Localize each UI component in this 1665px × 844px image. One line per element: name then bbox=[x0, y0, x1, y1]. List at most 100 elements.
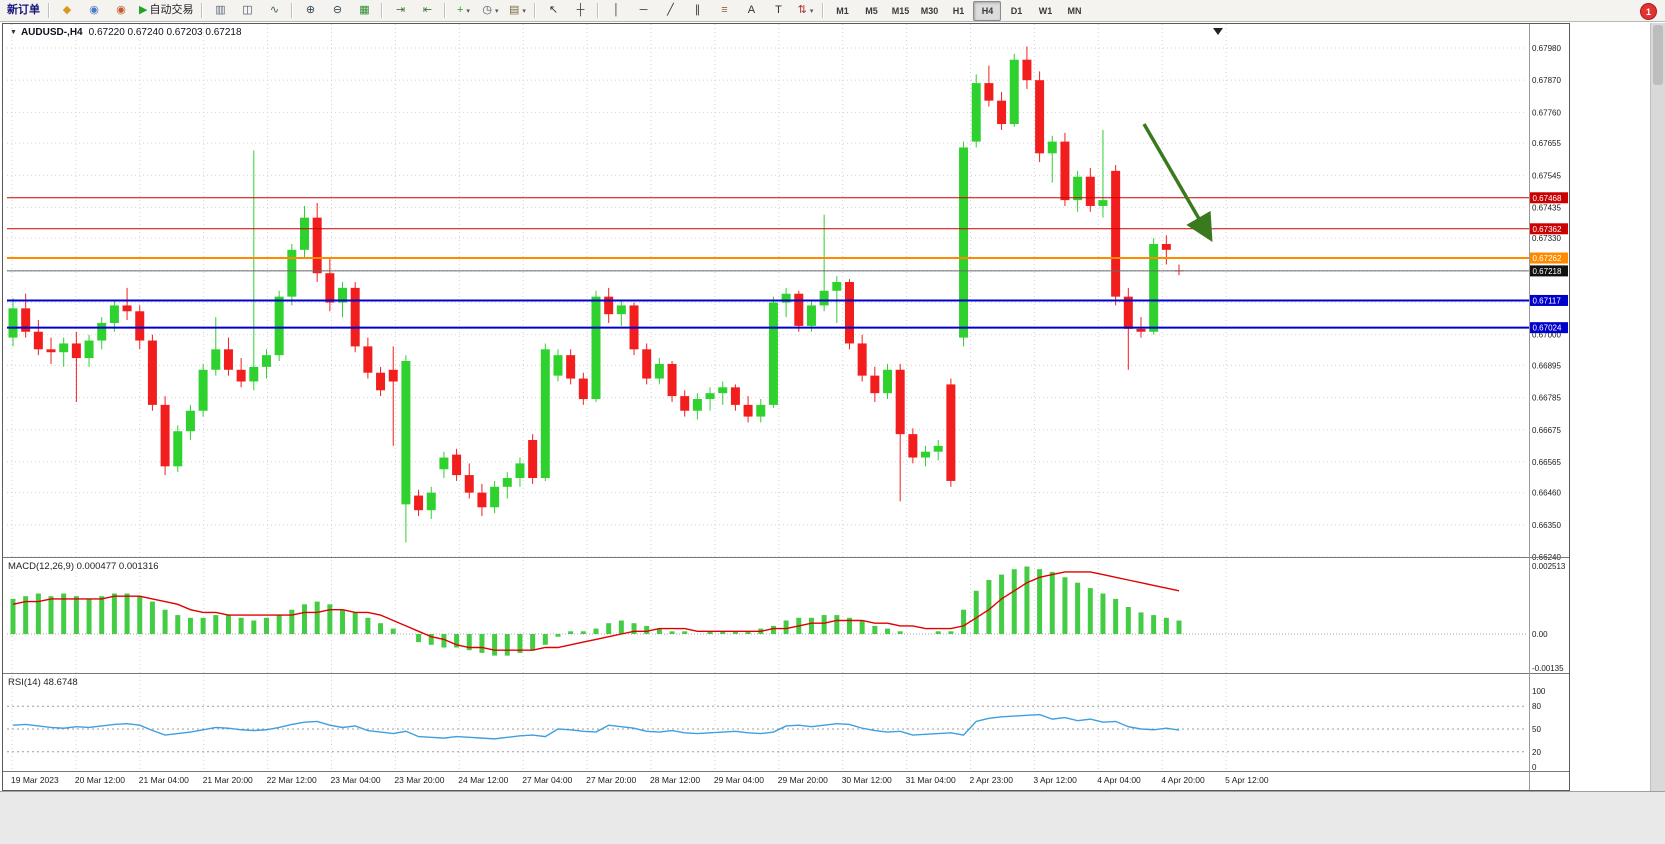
candle bbox=[832, 282, 842, 291]
line-chart-button[interactable]: ∿ bbox=[261, 1, 287, 21]
periods-icon: ◷ bbox=[482, 4, 493, 16]
chart-background bbox=[3, 24, 1569, 790]
timeframe-d1-button[interactable]: D1 bbox=[1010, 5, 1023, 16]
templates-button[interactable]: ▤ ▾ bbox=[504, 1, 530, 21]
candle bbox=[1098, 200, 1108, 206]
timeframe-m5-button[interactable]: M5 bbox=[865, 5, 878, 16]
candlestick-chart-button[interactable]: ◫ bbox=[234, 1, 260, 21]
candle bbox=[540, 349, 550, 479]
svg-text:0.67468: 0.67468 bbox=[1533, 194, 1562, 203]
svg-text:0.67117: 0.67117 bbox=[1533, 296, 1562, 305]
fibonacci-icon: ≡ bbox=[721, 4, 728, 16]
crosshair-button[interactable]: ┼ bbox=[567, 1, 593, 21]
candle bbox=[122, 305, 132, 312]
toolbar: 新订单 ◆ ◉ ◉ ▶ 自动交易 ▥ ◫ ∿ ⊕ ⊖ ▦ ⇥ ⇤ + ▾ ◷ ▾ ▤ ▾ ↖ ┼ │ ─ ╱ ∥ ≡ A T ⇅ ▾ M1 M5… bbox=[0, 0, 1665, 22]
accounts-icon[interactable]: ◉ bbox=[81, 1, 107, 21]
text-label-button[interactable]: T bbox=[765, 1, 791, 21]
svg-text:0.66895: 0.66895 bbox=[1532, 361, 1561, 370]
svg-text:0.67980: 0.67980 bbox=[1532, 44, 1561, 53]
svg-text:24 Mar 12:00: 24 Mar 12:00 bbox=[458, 775, 508, 785]
new-order-button[interactable]: 新订单 bbox=[3, 1, 44, 21]
vertical-scrollbar[interactable] bbox=[1650, 23, 1665, 791]
annotation-arrow[interactable] bbox=[1142, 123, 1213, 243]
indicators-icon: + bbox=[456, 4, 464, 16]
timeframe-h1-button[interactable]: H1 bbox=[952, 5, 965, 16]
candle bbox=[1035, 80, 1045, 154]
timeframe-w1-button[interactable]: W1 bbox=[1038, 5, 1053, 16]
svg-text:0.002513: 0.002513 bbox=[1532, 562, 1566, 571]
vertical-line-button[interactable]: │ bbox=[603, 1, 629, 21]
tile-windows-button[interactable]: ▦ bbox=[351, 1, 377, 21]
cursor-button[interactable]: ↖ bbox=[540, 1, 566, 21]
candle bbox=[8, 308, 18, 338]
community-icon[interactable]: ◉ bbox=[108, 1, 134, 21]
templates-caret-icon: ▾ bbox=[522, 7, 526, 15]
candle bbox=[578, 378, 588, 400]
candle bbox=[1111, 170, 1121, 297]
svg-text:0.66675: 0.66675 bbox=[1532, 426, 1561, 435]
price-tag bbox=[1530, 252, 1568, 264]
timeframe-mn-button[interactable]: MN bbox=[1067, 5, 1082, 16]
svg-text:20 Mar 12:00: 20 Mar 12:00 bbox=[75, 775, 125, 785]
candle bbox=[300, 217, 310, 250]
candle bbox=[1073, 176, 1083, 201]
svg-text:29 Mar 20:00: 29 Mar 20:00 bbox=[778, 775, 828, 785]
candle bbox=[135, 311, 145, 341]
svg-text:-0.00135: -0.00135 bbox=[1532, 664, 1564, 673]
notification-badge[interactable]: 1 bbox=[1640, 3, 1657, 20]
autotrading-button-label: 自动交易 bbox=[149, 4, 194, 16]
svg-text:0.66350: 0.66350 bbox=[1532, 521, 1561, 530]
candle bbox=[680, 396, 690, 411]
periods-button[interactable]: ◷ ▾ bbox=[477, 1, 503, 21]
cursor-icon: ↖ bbox=[548, 4, 559, 16]
macd-histogram bbox=[10, 566, 1182, 656]
horizontal-line-button[interactable]: ─ bbox=[630, 1, 656, 21]
chart-window: 19 Mar 2023 20 Mar 12:00 21 Mar 04:00 21 Ma… bbox=[2, 23, 1570, 791]
candle bbox=[363, 346, 373, 373]
trendline-button[interactable]: ╱ bbox=[657, 1, 683, 21]
candle bbox=[870, 375, 880, 394]
candle bbox=[718, 387, 728, 394]
zoom-out-button[interactable]: ⊖ bbox=[324, 1, 350, 21]
auto-scroll-button[interactable]: ⇥ bbox=[387, 1, 413, 21]
chart-shift-button[interactable]: ⇤ bbox=[414, 1, 440, 21]
zoom-out-icon: ⊖ bbox=[332, 4, 343, 16]
svg-text:19 Mar 2023: 19 Mar 2023 bbox=[11, 775, 59, 785]
timeframe-m1-button[interactable]: M1 bbox=[836, 5, 849, 16]
chart-menu-icon[interactable]: ▼ bbox=[10, 29, 17, 36]
market-icon[interactable]: ◆ bbox=[54, 1, 80, 21]
candle bbox=[21, 308, 31, 332]
rsi-label: RSI(14) 48.6748 bbox=[8, 677, 78, 688]
candles-series bbox=[8, 46, 1184, 543]
bar-chart-button[interactable]: ▥ bbox=[207, 1, 233, 21]
macd-signal-line bbox=[12, 571, 1180, 651]
text-button[interactable]: A bbox=[738, 1, 764, 21]
scrollbar-thumb[interactable] bbox=[1653, 25, 1663, 85]
svg-text:0.67362: 0.67362 bbox=[1533, 225, 1562, 234]
arrows-button[interactable]: ⇅ ▾ bbox=[792, 1, 818, 21]
timeframe-m15-button[interactable]: M15 bbox=[891, 5, 910, 16]
candle bbox=[477, 492, 487, 508]
candle bbox=[1022, 59, 1032, 81]
candle bbox=[401, 361, 411, 505]
candle bbox=[502, 478, 512, 487]
candle bbox=[616, 305, 626, 315]
horizontal-line-icon: ─ bbox=[639, 4, 648, 16]
candle bbox=[490, 486, 500, 508]
zoom-in-button[interactable]: ⊕ bbox=[297, 1, 323, 21]
timeframe-h4-button[interactable]: H4 bbox=[973, 0, 1002, 21]
candle bbox=[515, 463, 525, 479]
toolbar-separator bbox=[48, 3, 50, 18]
svg-text:0.67262: 0.67262 bbox=[1533, 254, 1562, 263]
chart-canvas[interactable]: 19 Mar 2023 20 Mar 12:00 21 Mar 04:00 21 Ma… bbox=[3, 24, 1569, 790]
autotrading-button[interactable]: ▶ 自动交易 bbox=[135, 1, 197, 21]
price-tag bbox=[1530, 223, 1568, 235]
fibonacci-button[interactable]: ≡ bbox=[711, 1, 737, 21]
timeframe-m30-button[interactable]: M30 bbox=[920, 5, 939, 16]
equidistant-channel-button[interactable]: ∥ bbox=[684, 1, 710, 21]
candle bbox=[768, 302, 778, 405]
svg-text:0.67435: 0.67435 bbox=[1532, 203, 1561, 212]
candle bbox=[388, 369, 398, 382]
candle bbox=[921, 451, 931, 458]
indicators-button[interactable]: + ▾ bbox=[450, 1, 476, 21]
